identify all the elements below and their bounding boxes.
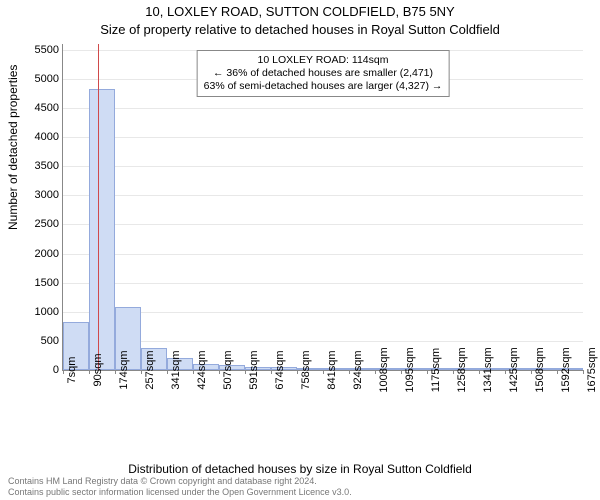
y-tick-label: 2500: [9, 218, 63, 230]
plot-area: 0500100015002000250030003500400045005000…: [62, 44, 583, 371]
x-axis-label: Distribution of detached houses by size …: [0, 462, 600, 476]
y-axis-label: Number of detached properties: [6, 65, 20, 230]
y-tick-label: 5500: [9, 44, 63, 56]
x-tick-label: 1008sqm: [378, 347, 390, 392]
gridline: [63, 312, 583, 313]
title-line-1: 10, LOXLEY ROAD, SUTTON COLDFIELD, B75 5…: [0, 4, 600, 19]
callout-line-1: 10 LOXLEY ROAD: 114sqm: [204, 54, 443, 67]
histogram-bar: [89, 89, 115, 370]
y-tick-label: 4500: [9, 102, 63, 114]
x-tick-label: 341sqm: [170, 350, 182, 389]
footer-line-1: Contains HM Land Registry data © Crown c…: [8, 476, 317, 486]
x-tick-label: 758sqm: [300, 350, 312, 389]
gridline: [63, 341, 583, 342]
x-tick-label: 674sqm: [274, 350, 286, 389]
x-tick-label: 1095sqm: [404, 347, 416, 392]
marker-line: [98, 44, 99, 370]
chart-container: 10, LOXLEY ROAD, SUTTON COLDFIELD, B75 5…: [0, 0, 600, 500]
x-tick-label: 924sqm: [352, 350, 364, 389]
x-tick-label: 257sqm: [144, 350, 156, 389]
gridline: [63, 137, 583, 138]
x-tick-label: 591sqm: [248, 350, 260, 389]
x-tick-label: 424sqm: [196, 350, 208, 389]
x-tick-label: 1341sqm: [482, 347, 494, 392]
y-tick-label: 0: [9, 364, 63, 376]
footer-text: Contains HM Land Registry data © Crown c…: [8, 476, 352, 498]
x-tick-label: 1592sqm: [560, 347, 572, 392]
callout-line-3: 63% of semi-detached houses are larger (…: [204, 80, 443, 93]
x-tick-label: 1508sqm: [534, 347, 546, 392]
gridline: [63, 108, 583, 109]
y-tick-label: 3500: [9, 160, 63, 172]
y-tick-label: 1500: [9, 277, 63, 289]
gridline: [63, 224, 583, 225]
y-tick-label: 1000: [9, 306, 63, 318]
gridline: [63, 254, 583, 255]
y-tick-label: 2000: [9, 248, 63, 260]
y-tick-label: 4000: [9, 131, 63, 143]
x-tick-label: 174sqm: [118, 350, 130, 389]
title-line-2: Size of property relative to detached ho…: [0, 22, 600, 37]
x-tick-label: 1675sqm: [586, 347, 598, 392]
x-tick-label: 507sqm: [222, 350, 234, 389]
gridline: [63, 283, 583, 284]
y-tick-label: 3000: [9, 189, 63, 201]
x-tick-label: 1258sqm: [456, 347, 468, 392]
gridline: [63, 166, 583, 167]
y-tick-label: 5000: [9, 73, 63, 85]
callout-line-2: ← 36% of detached houses are smaller (2,…: [204, 67, 443, 80]
x-tick-label: 841sqm: [326, 350, 338, 389]
gridline: [63, 195, 583, 196]
y-tick-label: 500: [9, 335, 63, 347]
x-tick-label: 90sqm: [92, 353, 104, 386]
callout-box: 10 LOXLEY ROAD: 114sqm ← 36% of detached…: [197, 50, 450, 97]
x-tick-label: 1425sqm: [508, 347, 520, 392]
x-tick-label: 1175sqm: [430, 348, 442, 392]
footer-line-2: Contains public sector information licen…: [8, 487, 352, 497]
x-tick-label: 7sqm: [66, 357, 78, 384]
